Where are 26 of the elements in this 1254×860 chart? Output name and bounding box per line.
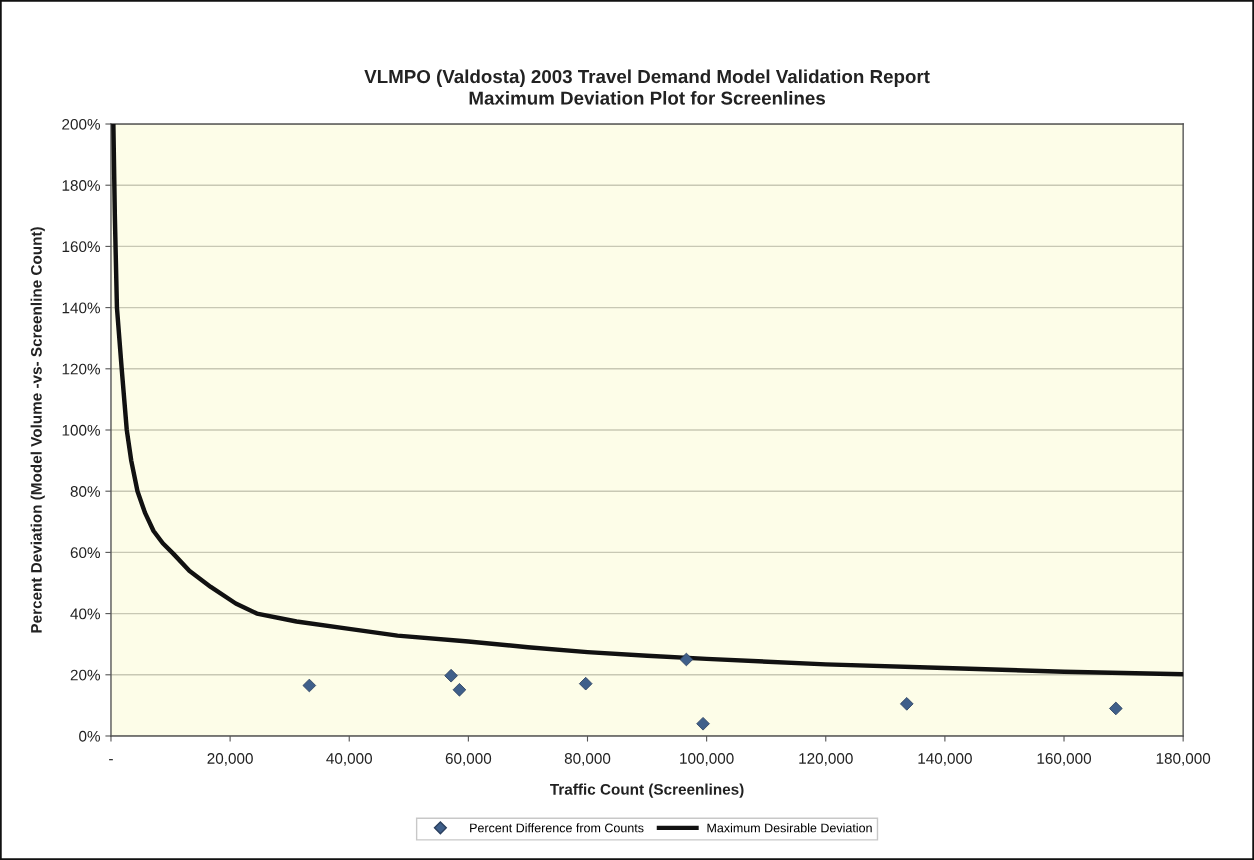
x-axis-title: Traffic Count (Screenlines) xyxy=(550,783,744,798)
y-axis-title: Percent Deviation (Model Volume -vs- Screenline Count) xyxy=(30,227,45,633)
x-tick-label: 160,000 xyxy=(1037,753,1092,766)
y-tick-label: 200% xyxy=(62,118,101,130)
y-tick-label: 140% xyxy=(62,302,101,314)
y-tick-label: 0% xyxy=(79,730,101,742)
x-tick-label: 100,000 xyxy=(680,753,734,766)
x-tick-label: 60,000 xyxy=(445,753,492,766)
x-tick-label: 80,000 xyxy=(564,753,611,766)
x-tick-label: 180,000 xyxy=(1156,753,1211,766)
y-tick-label: 20% xyxy=(70,669,101,681)
y-tick-label: 180% xyxy=(62,180,101,191)
y-tick-label: 60% xyxy=(70,547,101,559)
legend-label: Maximum Desirable Deviation xyxy=(707,823,872,833)
y-tick-label: 160% xyxy=(62,241,101,253)
x-tick-label: 20,000 xyxy=(207,753,253,766)
legend-label: Percent Difference from Counts xyxy=(470,823,644,833)
x-tick-label: 140,000 xyxy=(918,753,972,766)
chart-title: VLMPO (Valdosta) 2003 Travel Demand Model Validation Report Maximum Deviation Plot for Screenlines xyxy=(364,69,930,105)
x-tick-label: 120,000 xyxy=(799,753,853,766)
y-tick-label: 80% xyxy=(70,486,101,497)
y-tick-label: 120% xyxy=(62,363,101,375)
x-tick-label: - xyxy=(109,759,113,761)
y-tick-label: 40% xyxy=(70,608,101,620)
x-tick-label: 40,000 xyxy=(326,753,373,766)
y-tick-label: 100% xyxy=(62,424,101,436)
